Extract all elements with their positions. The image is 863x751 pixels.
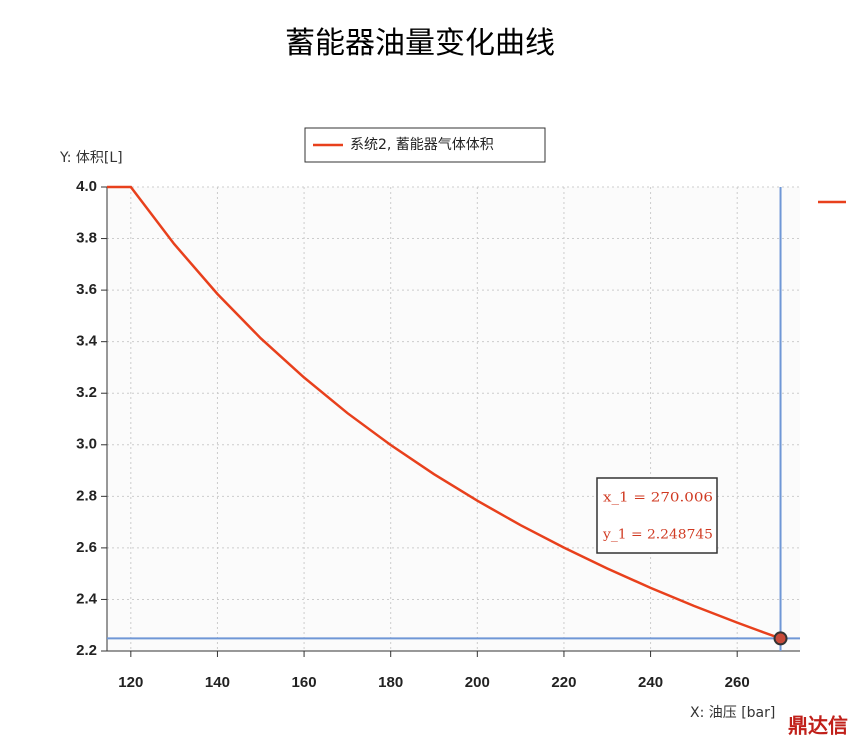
y-tick-label: 2.6 xyxy=(76,539,97,556)
watermark: 鼎达信 xyxy=(788,714,848,738)
cursor-box xyxy=(596,477,718,554)
x-tick-label: 260 xyxy=(725,674,750,691)
x-tick-label: 160 xyxy=(292,674,317,691)
y-tick-label: 3.0 xyxy=(76,436,97,453)
x-axis-label: X: 油压 [bar] xyxy=(690,705,775,721)
y-tick-label: 3.6 xyxy=(76,281,97,298)
y-tick-label: 3.2 xyxy=(76,384,97,401)
legend-box xyxy=(304,127,546,163)
cursor-y-label: y_1 = 2.248745 xyxy=(602,528,713,543)
y-tick-label: 2.4 xyxy=(76,590,98,607)
x-tick-label: 120 xyxy=(118,674,143,691)
y-tick-label: 4.0 xyxy=(76,178,97,195)
y-tick-label: 2.8 xyxy=(76,487,97,504)
x-tick-label: 240 xyxy=(638,674,663,691)
x-tick-label: 220 xyxy=(551,674,576,691)
cursor-point xyxy=(773,631,788,646)
legend-label: 系统2, 蓄能器气体体积 xyxy=(350,137,494,153)
x-tick-label: 200 xyxy=(465,674,490,691)
y-tick-label: 3.8 xyxy=(76,230,97,247)
plot-area xyxy=(107,187,800,651)
line xyxy=(107,185,781,640)
x-tick-label: 140 xyxy=(205,674,230,691)
y-tick-label: 2.2 xyxy=(76,642,97,659)
y-axis-label: Y: 体积[L] xyxy=(59,150,123,166)
chart-title: 蓄能器油量变化曲线 xyxy=(285,26,555,61)
x-tick-label: 180 xyxy=(378,674,403,691)
cursor-x-label: x_1 = 270.006 xyxy=(603,491,713,506)
y-tick-label: 3.4 xyxy=(76,333,98,350)
